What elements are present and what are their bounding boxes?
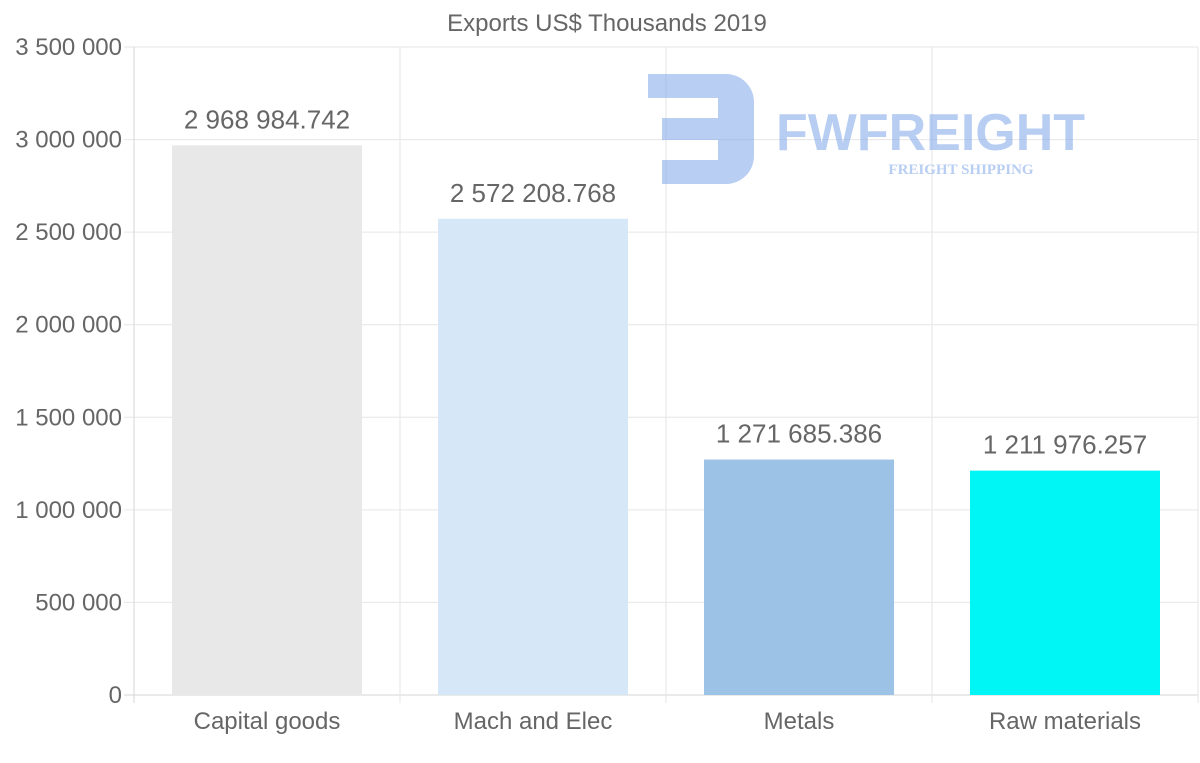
x-tick-label: Raw materials <box>989 708 1141 735</box>
y-tick-label: 2 000 000 <box>15 312 122 339</box>
y-tick-label: 500 000 <box>35 589 122 616</box>
bar-value-label: 1 271 685.386 <box>716 419 882 449</box>
x-tick-label: Metals <box>764 708 835 735</box>
y-tick-label: 0 <box>109 682 122 709</box>
y-tick-label: 3 000 000 <box>15 127 122 154</box>
bar-metals <box>704 459 894 695</box>
bar-mach-and-elec <box>438 218 628 695</box>
bar-raw-materials <box>970 470 1160 695</box>
watermark-brand: FWFREIGHT <box>776 104 1085 162</box>
x-tick-label: Capital goods <box>194 708 341 735</box>
y-tick-label: 2 500 000 <box>15 219 122 246</box>
bar-value-label: 2 968 984.742 <box>184 104 350 134</box>
y-tick-label: 1 500 000 <box>15 404 122 431</box>
x-axis-ticks: Capital goods Mach and Elec Metals Raw mate… <box>194 708 1141 735</box>
bar-capital-goods <box>172 145 362 696</box>
y-tick-label: 1 000 000 <box>15 497 122 524</box>
watermark-logo: FWFREIGHT FREIGHT SHIPPING <box>648 74 1085 184</box>
bar-value-label: 2 572 208.768 <box>450 178 616 208</box>
fw-logo-mark-icon <box>648 74 754 184</box>
x-tick-label: Mach and Elec <box>454 708 613 735</box>
y-tick-label: 3 500 000 <box>15 34 122 61</box>
chart-title: Exports US$ Thousands 2019 <box>447 10 767 37</box>
bars: 2 968 984.742 2 572 208.768 1 271 685.386 1… <box>172 104 1160 696</box>
bar-value-label: 1 211 976.257 <box>983 430 1147 460</box>
watermark-tagline: FREIGHT SHIPPING <box>888 162 1033 178</box>
y-axis-ticks: 0 500 000 1 000 000 1 500 000 2 000 000 2 500… <box>15 34 122 709</box>
